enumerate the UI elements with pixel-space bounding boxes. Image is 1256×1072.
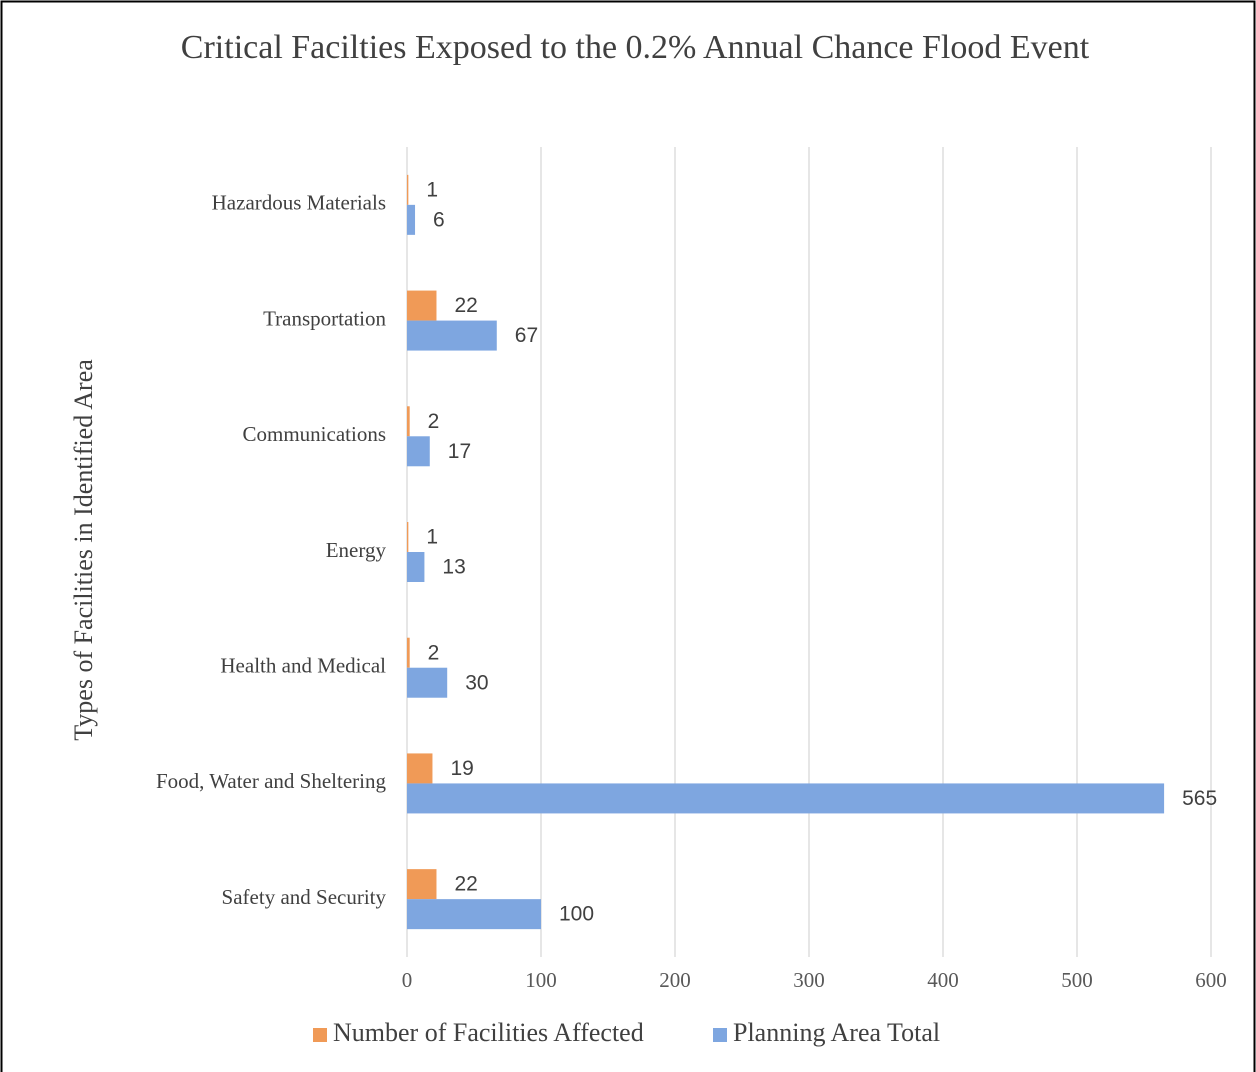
data-label: 17 [448, 440, 471, 463]
legend-label: Planning Area Total [733, 1018, 940, 1047]
y-tick-label: Transportation [263, 306, 386, 330]
data-label: 2 [428, 410, 440, 433]
x-tick-label: 0 [402, 968, 413, 992]
y-tick-label: Health and Medical [220, 654, 386, 678]
bar [407, 406, 410, 437]
bar [407, 522, 409, 552]
bar [407, 869, 437, 900]
legend-swatch [713, 1028, 727, 1042]
bar [407, 290, 437, 321]
data-label: 22 [454, 294, 477, 317]
x-tick-label: 500 [1061, 968, 1093, 992]
x-tick-label: 300 [793, 968, 825, 992]
data-label: 30 [465, 671, 488, 694]
data-label: 19 [450, 757, 473, 780]
x-tick-label: 100 [525, 968, 557, 992]
bar [407, 552, 425, 582]
data-label: 100 [559, 903, 594, 926]
data-label: 565 [1182, 787, 1217, 810]
legend-label: Number of Facilities Affected [333, 1018, 644, 1047]
y-tick-label: Hazardous Materials [212, 191, 386, 215]
x-tick-label: 400 [927, 968, 959, 992]
bar [407, 753, 433, 784]
legend-swatch [313, 1028, 327, 1042]
y-tick-label: Safety and Security [222, 885, 387, 909]
data-label: 67 [515, 324, 538, 347]
x-tick-label: 200 [659, 968, 691, 992]
bar [407, 783, 1165, 814]
bar [407, 320, 497, 351]
bar [407, 174, 409, 205]
bar [407, 637, 410, 668]
data-label: 1 [426, 178, 438, 201]
chart-title: Critical Facilties Exposed to the 0.2% A… [180, 29, 1090, 66]
bar [407, 667, 448, 698]
bar [407, 436, 430, 467]
y-tick-label: Communications [243, 422, 387, 446]
y-tick-label: Energy [326, 538, 387, 562]
data-label: 22 [454, 873, 477, 896]
bar [407, 899, 541, 930]
x-tick-label: 600 [1195, 968, 1227, 992]
data-label: 13 [442, 556, 465, 579]
data-label: 1 [426, 526, 438, 549]
bar [407, 204, 416, 235]
y-tick-label: Food, Water and Sheltering [156, 769, 387, 793]
data-label: 2 [428, 641, 440, 664]
data-label: 6 [433, 208, 445, 231]
y-axis-title: Types of Facilities in Identified Area [69, 359, 98, 741]
